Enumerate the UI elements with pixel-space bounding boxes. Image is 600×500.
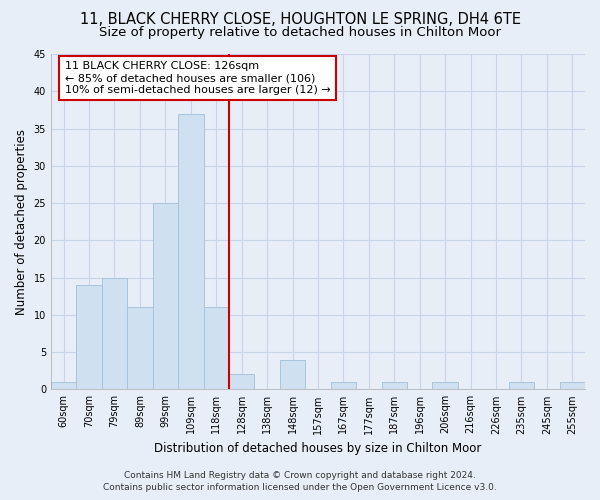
Bar <box>203 308 229 390</box>
Bar <box>331 382 356 390</box>
Text: Contains HM Land Registry data © Crown copyright and database right 2024.
Contai: Contains HM Land Registry data © Crown c… <box>103 471 497 492</box>
Bar <box>51 382 76 390</box>
Bar <box>102 278 127 390</box>
Text: 11, BLACK CHERRY CLOSE, HOUGHTON LE SPRING, DH4 6TE: 11, BLACK CHERRY CLOSE, HOUGHTON LE SPRI… <box>79 12 521 28</box>
Bar <box>509 382 534 390</box>
Text: Size of property relative to detached houses in Chilton Moor: Size of property relative to detached ho… <box>99 26 501 39</box>
Bar <box>433 382 458 390</box>
X-axis label: Distribution of detached houses by size in Chilton Moor: Distribution of detached houses by size … <box>154 442 482 455</box>
Bar <box>178 114 203 390</box>
Bar <box>152 203 178 390</box>
Text: 11 BLACK CHERRY CLOSE: 126sqm
← 85% of detached houses are smaller (106)
10% of : 11 BLACK CHERRY CLOSE: 126sqm ← 85% of d… <box>65 62 331 94</box>
Y-axis label: Number of detached properties: Number of detached properties <box>15 128 28 314</box>
Bar <box>382 382 407 390</box>
Bar <box>229 374 254 390</box>
Bar <box>560 382 585 390</box>
Bar <box>127 308 152 390</box>
Bar <box>76 285 102 390</box>
Bar <box>280 360 305 390</box>
